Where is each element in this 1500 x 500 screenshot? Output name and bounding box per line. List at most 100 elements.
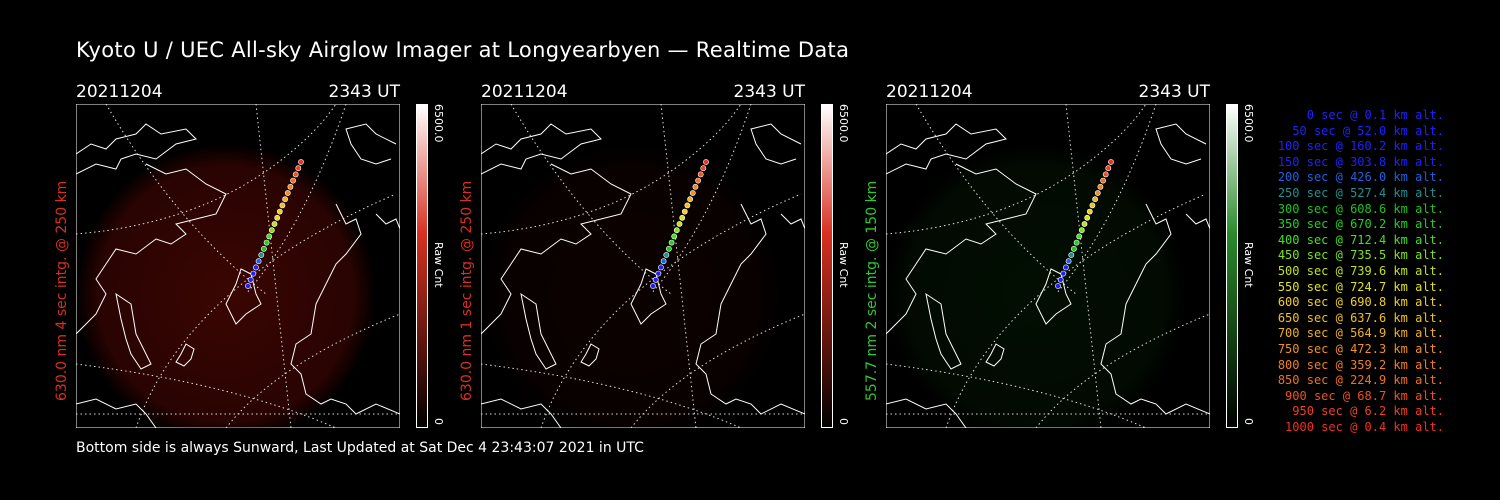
trajectory-point — [1060, 270, 1067, 277]
graticule-line — [481, 104, 742, 235]
graticule-line — [135, 193, 397, 428]
panel-time: 2343 UT — [733, 82, 806, 102]
legend-entry: 1000 sec @ 0.4 km alt. — [1285, 419, 1444, 434]
trajectory-point — [298, 159, 304, 165]
trajectory-point — [1055, 283, 1061, 289]
trajectory-point — [284, 190, 291, 196]
trajectory-point — [295, 165, 302, 172]
trajectory-point — [679, 214, 686, 221]
trajectory-point — [681, 208, 688, 215]
trajectory-point — [268, 227, 275, 234]
trajectory-point — [1092, 196, 1098, 203]
coastline — [520, 292, 557, 370]
coastline — [115, 292, 152, 370]
trajectory-point — [266, 233, 273, 240]
coastline — [580, 343, 600, 367]
coastline — [345, 123, 397, 165]
coastline — [76, 123, 197, 175]
trajectory-point — [1068, 252, 1075, 258]
colorbar-min: 0 — [432, 418, 445, 425]
trajectory-point — [1100, 177, 1106, 184]
trajectory-point — [700, 165, 707, 172]
legend-entry: 950 sec @ 6.2 km alt. — [1292, 404, 1444, 419]
graticule-line — [1065, 104, 1102, 428]
graticule-line — [255, 104, 292, 428]
trajectory-point — [1073, 239, 1080, 246]
colorbar-min: 0 — [1242, 418, 1255, 425]
trajectory-point — [703, 159, 709, 165]
panel-2: 20211204 2343 UT 630.0 nm 1 sec intg. @ 25… — [459, 82, 881, 432]
airglow-disc — [886, 144, 1186, 428]
airglow-disc — [481, 144, 781, 428]
trajectory-point — [1062, 264, 1069, 271]
panel-date: 20211204 — [76, 82, 163, 102]
panel-wavelength-label: 630.0 nm 1 sec intg. @ 250 km — [459, 180, 475, 401]
trajectory-point — [271, 221, 278, 227]
graticule-line — [915, 104, 1077, 295]
coastline — [76, 398, 157, 428]
coastline — [1185, 213, 1210, 230]
trajectory-point — [292, 171, 299, 178]
legend-entry: 400 sec @ 712.4 km alt. — [1277, 232, 1444, 247]
colorbar — [1226, 104, 1238, 428]
trajectory-point — [671, 233, 678, 240]
trajectory-point — [684, 202, 691, 209]
legend-entry: 0 sec @ 0.1 km alt. — [1306, 108, 1444, 122]
trajectory-point — [250, 270, 257, 277]
legend-entry: 300 sec @ 608.6 km alt. — [1277, 201, 1444, 216]
colorbar — [821, 104, 833, 428]
all-sky-image — [886, 104, 1210, 428]
coastline — [1155, 123, 1207, 165]
colorbar-min: 0 — [837, 418, 850, 425]
trajectory-legend: 0 sec @ 0.1 km alt. 50 sec @ 52.0 km alt.… — [1270, 108, 1444, 435]
graticule-line — [886, 104, 1147, 235]
trajectory-point — [1105, 165, 1112, 172]
legend-entry: 900 sec @ 68.7 km alt. — [1285, 388, 1444, 403]
all-sky-image — [481, 104, 805, 428]
coastline — [481, 398, 562, 428]
trajectory-point — [655, 270, 662, 277]
graticule-line — [510, 104, 672, 295]
trajectory-point — [660, 258, 667, 265]
trajectory-point — [1057, 276, 1064, 283]
trajectory-point — [1070, 245, 1077, 252]
page-title: Kyoto U / UEC All-sky Airglow Imager at … — [76, 38, 850, 62]
panel-3: 20211204 2343 UT 557.7 nm 2 sec intg. @ 15… — [864, 82, 1286, 432]
coastline — [886, 163, 1037, 335]
trajectory-point — [276, 208, 283, 215]
legend-entry: 200 sec @ 426.0 km alt. — [1277, 170, 1444, 185]
graticule-line — [105, 104, 267, 295]
legend-entry: 800 sec @ 359.2 km alt. — [1277, 357, 1444, 372]
legend-entry: 700 sec @ 564.9 km alt. — [1277, 326, 1444, 341]
trajectory-point — [245, 283, 251, 289]
trajectory-point — [665, 245, 672, 252]
panel-date: 20211204 — [481, 82, 568, 102]
graticule-line — [76, 104, 337, 235]
colorbar-max: 6500.0 — [1242, 104, 1255, 143]
trajectory-point — [274, 214, 281, 221]
trajectory-point — [687, 196, 693, 203]
trajectory-point — [247, 276, 254, 283]
legend-entry: 850 sec @ 224.9 km alt. — [1277, 373, 1444, 388]
trajectory-point — [1108, 159, 1114, 165]
graticule-line — [540, 193, 802, 428]
update-footer: Bottom side is always Sunward, Last Upda… — [76, 440, 644, 456]
panel-date: 20211204 — [886, 82, 973, 102]
trajectory-point — [287, 183, 294, 190]
coastline — [1100, 203, 1210, 415]
coastline — [886, 398, 967, 428]
coastline — [750, 123, 802, 165]
panel-1: 20211204 2343 UT 630.0 nm 4 sec intg. @ 25… — [54, 82, 476, 432]
airglow-disc — [76, 144, 376, 428]
legend-entry: 650 sec @ 637.6 km alt. — [1277, 310, 1444, 325]
coastline — [1035, 268, 1072, 325]
legend-entry: 450 sec @ 735.5 km alt. — [1277, 248, 1444, 263]
trajectory-point — [695, 177, 701, 184]
legend-entry: 250 sec @ 527.4 km alt. — [1277, 185, 1444, 200]
trajectory-point — [258, 252, 265, 258]
coastline — [481, 123, 602, 175]
trajectory-point — [1094, 190, 1101, 196]
coastline — [481, 163, 632, 335]
legend-entry: 550 sec @ 724.7 km alt. — [1277, 279, 1444, 294]
trajectory-point — [1076, 233, 1083, 240]
